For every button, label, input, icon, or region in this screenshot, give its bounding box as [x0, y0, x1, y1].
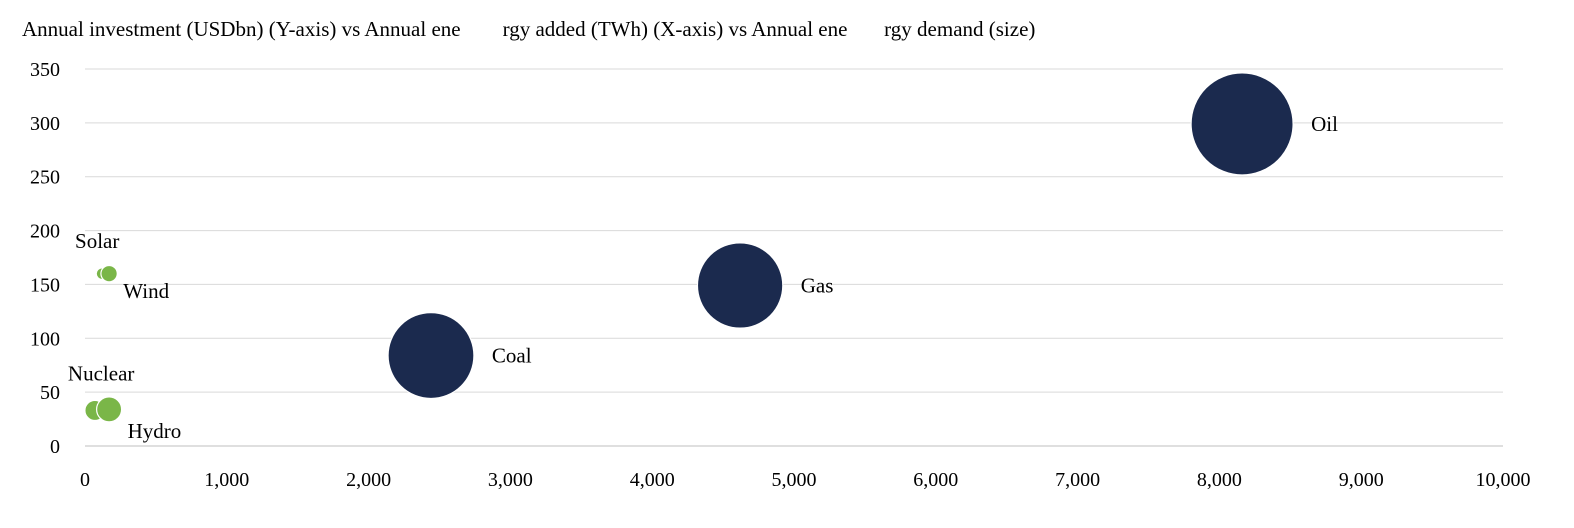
bubble-gas[interactable] — [696, 242, 784, 329]
x-tick-label: 10,000 — [1476, 469, 1531, 491]
bubble-label-solar: Solar — [75, 229, 119, 253]
bubble-hydro[interactable] — [96, 396, 123, 423]
y-tick-label: 100 — [30, 328, 60, 350]
y-tick-label: 250 — [30, 167, 60, 189]
x-tick-label: 1,000 — [204, 469, 249, 491]
bubble-label-oil: Oil — [1311, 112, 1338, 136]
x-tick-label: 2,000 — [346, 469, 391, 491]
bubble-label-nuclear: Nuclear — [68, 361, 134, 385]
bubble-labels: Solar Wind Nuclear Hydro Coal Gas Oil — [68, 112, 1338, 443]
x-tick-label: 6,000 — [913, 469, 958, 491]
bubble-coal[interactable] — [387, 312, 475, 400]
bubble-label-hydro: Hydro — [128, 419, 182, 443]
y-tick-label: 200 — [30, 221, 60, 243]
bubble-label-wind: Wind — [123, 279, 169, 303]
x-tick-label: 9,000 — [1339, 469, 1384, 491]
x-tick-label: 4,000 — [630, 469, 675, 491]
bubble-oil[interactable] — [1190, 72, 1294, 176]
x-tick-label: 0 — [80, 469, 90, 491]
bubble-wind[interactable] — [100, 264, 118, 283]
bubbles — [84, 72, 1294, 423]
y-tick-label: 150 — [30, 274, 60, 296]
x-tick-label: 8,000 — [1197, 469, 1242, 491]
x-tick-label: 7,000 — [1055, 469, 1100, 491]
x-tick-label: 3,000 — [488, 469, 533, 491]
x-tick-label: 5,000 — [772, 469, 817, 491]
chart-title: Annual investment (USDbn) (Y-axis) vs An… — [22, 17, 1036, 41]
y-tick-label: 350 — [30, 59, 60, 81]
axes: 0 50 100 150 200 250 300 350 0 1,000 2,000 3,000 4,0… — [30, 59, 1531, 491]
bubble-label-gas: Gas — [801, 274, 834, 298]
y-tick-label: 300 — [30, 113, 60, 135]
gridlines — [85, 68, 1503, 447]
bubble-label-coal: Coal — [492, 344, 532, 368]
y-tick-label: 0 — [50, 436, 60, 458]
y-tick-label: 50 — [40, 382, 60, 404]
